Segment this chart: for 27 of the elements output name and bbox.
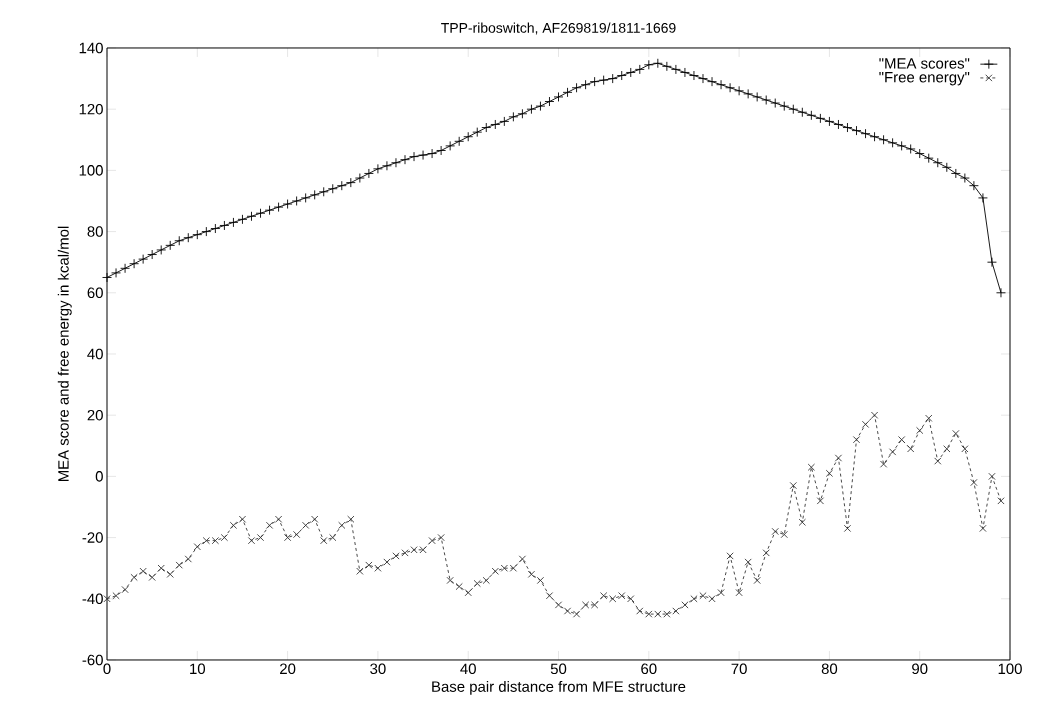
x-tick-label: 50 bbox=[550, 663, 567, 675]
y-tick-label: 140 bbox=[79, 42, 103, 54]
x-tick-label: 30 bbox=[370, 663, 386, 675]
y-tick-label: -40 bbox=[82, 593, 103, 605]
y-tick-label: 40 bbox=[87, 348, 103, 360]
x-tick-label: 10 bbox=[190, 663, 206, 675]
y-tick-label: 100 bbox=[79, 165, 103, 176]
y-tick-label: -60 bbox=[82, 654, 103, 666]
y-tick-label: 60 bbox=[87, 287, 103, 299]
y-tick-label: -20 bbox=[82, 532, 103, 543]
legend-label: "Free energy" bbox=[879, 72, 970, 86]
x-tick-label: 60 bbox=[641, 663, 657, 675]
y-tick-label: 80 bbox=[87, 226, 103, 237]
x-axis-title: Base pair distance from MFE structure bbox=[432, 680, 686, 695]
y-axis-title: MEA score and free energy in kcal/mol bbox=[57, 226, 72, 482]
x-tick-label: 0 bbox=[103, 663, 111, 675]
x-tick-label: 40 bbox=[460, 663, 476, 675]
y-tick-label: 120 bbox=[79, 103, 103, 115]
y-tick-label: 0 bbox=[95, 471, 103, 482]
x-tick-label: 70 bbox=[731, 663, 747, 675]
x-tick-label: 100 bbox=[998, 663, 1022, 675]
x-tick-label: 80 bbox=[821, 663, 838, 675]
x-tick-label: 20 bbox=[280, 663, 296, 675]
legend-label: "MEA scores" bbox=[879, 58, 970, 69]
chart-title: TPP-riboswitch, AF269819/1811-1669 bbox=[441, 22, 676, 35]
y-tick-label: 20 bbox=[87, 409, 103, 421]
x-tick-label: 90 bbox=[912, 663, 928, 675]
